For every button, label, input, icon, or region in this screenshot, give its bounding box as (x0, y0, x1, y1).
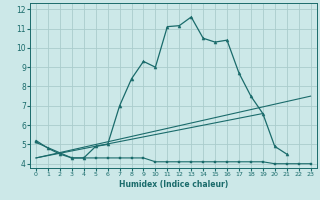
X-axis label: Humidex (Indice chaleur): Humidex (Indice chaleur) (119, 180, 228, 189)
